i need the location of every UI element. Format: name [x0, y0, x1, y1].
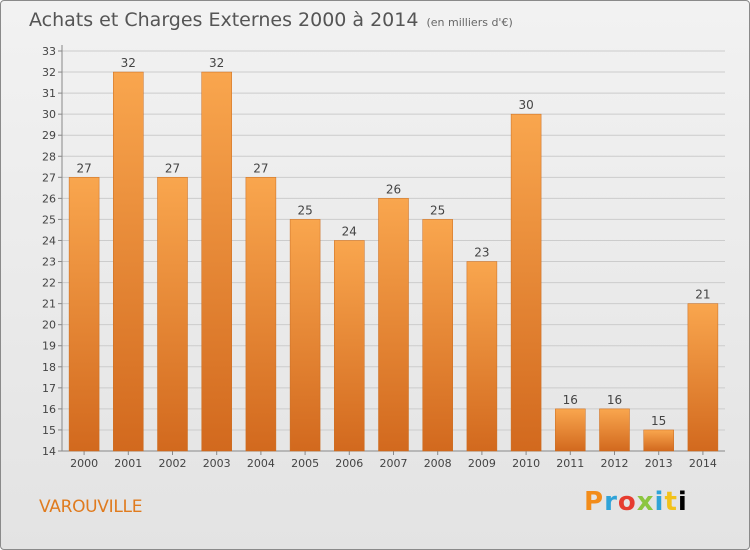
x-tick-label: 2002 [159, 457, 187, 470]
chart-title-text: Achats et Charges Externes 2000 à 2014 [29, 9, 419, 31]
data-label: 26 [386, 182, 401, 196]
y-tick-label: 31 [42, 87, 56, 100]
y-tick-label: 17 [42, 382, 56, 395]
data-label: 16 [607, 393, 622, 407]
y-tick-label: 25 [42, 213, 56, 226]
chart-subtitle: (en milliers d'€) [426, 16, 513, 29]
data-label: 27 [253, 161, 268, 175]
y-tick-label: 15 [42, 424, 56, 437]
y-tick-label: 22 [42, 277, 56, 290]
y-tick-label: 29 [42, 129, 56, 142]
data-label: 25 [430, 203, 445, 217]
proxiti-logo: Proxiti [584, 487, 688, 517]
y-tick-label: 33 [42, 45, 56, 58]
labels: 14 15 16 17 18 19 20 21 22 23 24 25 26 27 28 29 30 31 32 33… [42, 45, 717, 470]
y-tick-label: 28 [42, 150, 56, 163]
bar-2001 [113, 71, 144, 452]
x-tick-label: 2001 [114, 457, 142, 470]
bars [68, 71, 719, 452]
x-tick-label: 2013 [645, 457, 673, 470]
commune-name: VAROUVILLE [39, 497, 143, 517]
x-tick-label: 2011 [556, 457, 584, 470]
x-tick-label: 2003 [203, 457, 231, 470]
data-label: 21 [695, 288, 710, 302]
x-tick-label: 2007 [380, 457, 408, 470]
bar-2005 [289, 219, 321, 452]
bar-2010 [510, 113, 542, 452]
bar-2009 [466, 261, 498, 452]
data-label: 32 [209, 56, 224, 70]
data-label: 32 [121, 56, 136, 70]
data-label: 30 [518, 98, 533, 112]
y-tick-label: 14 [42, 445, 56, 458]
bar-2003 [201, 71, 232, 452]
bar-2014 [687, 303, 719, 452]
x-tick-label: 2014 [689, 457, 717, 470]
chart-title: Achats et Charges Externes 2000 à 2014 (e… [29, 9, 513, 31]
x-tick-label: 2009 [468, 457, 496, 470]
data-label: 16 [563, 393, 578, 407]
x-tick-label: 2012 [601, 457, 629, 470]
y-tick-label: 32 [42, 66, 56, 79]
y-tick-label: 19 [42, 340, 56, 353]
x-tick-label: 2008 [424, 457, 452, 470]
bar-2000 [68, 177, 100, 452]
y-tick-label: 23 [42, 256, 56, 269]
y-tick-label: 24 [42, 234, 56, 247]
bar-2006 [334, 240, 365, 452]
y-tick-label: 27 [42, 171, 56, 184]
x-tick-label: 2000 [70, 457, 98, 470]
bar-2011 [555, 408, 586, 452]
bar-2004 [245, 177, 277, 452]
data-label: 27 [76, 161, 91, 175]
data-label: 24 [342, 224, 357, 238]
bar-2013 [643, 429, 674, 452]
data-label: 15 [651, 414, 666, 428]
data-label: 27 [165, 161, 180, 175]
x-tick-label: 2004 [247, 457, 275, 470]
bar-2012 [599, 408, 630, 452]
data-label: 23 [474, 246, 489, 260]
x-tick-label: 2010 [512, 457, 540, 470]
y-tick-label: 26 [42, 192, 56, 205]
bar-2008 [422, 219, 453, 452]
x-tick-label: 2005 [291, 457, 319, 470]
data-label: 25 [297, 203, 312, 217]
y-tick-label: 18 [42, 361, 56, 374]
y-tick-label: 20 [42, 319, 56, 332]
y-tick-label: 16 [42, 403, 56, 416]
bar-2002 [157, 177, 188, 452]
bar-2007 [378, 198, 409, 452]
y-tick-label: 21 [42, 298, 56, 311]
y-tick-label: 30 [42, 108, 56, 121]
x-tick-label: 2006 [335, 457, 363, 470]
